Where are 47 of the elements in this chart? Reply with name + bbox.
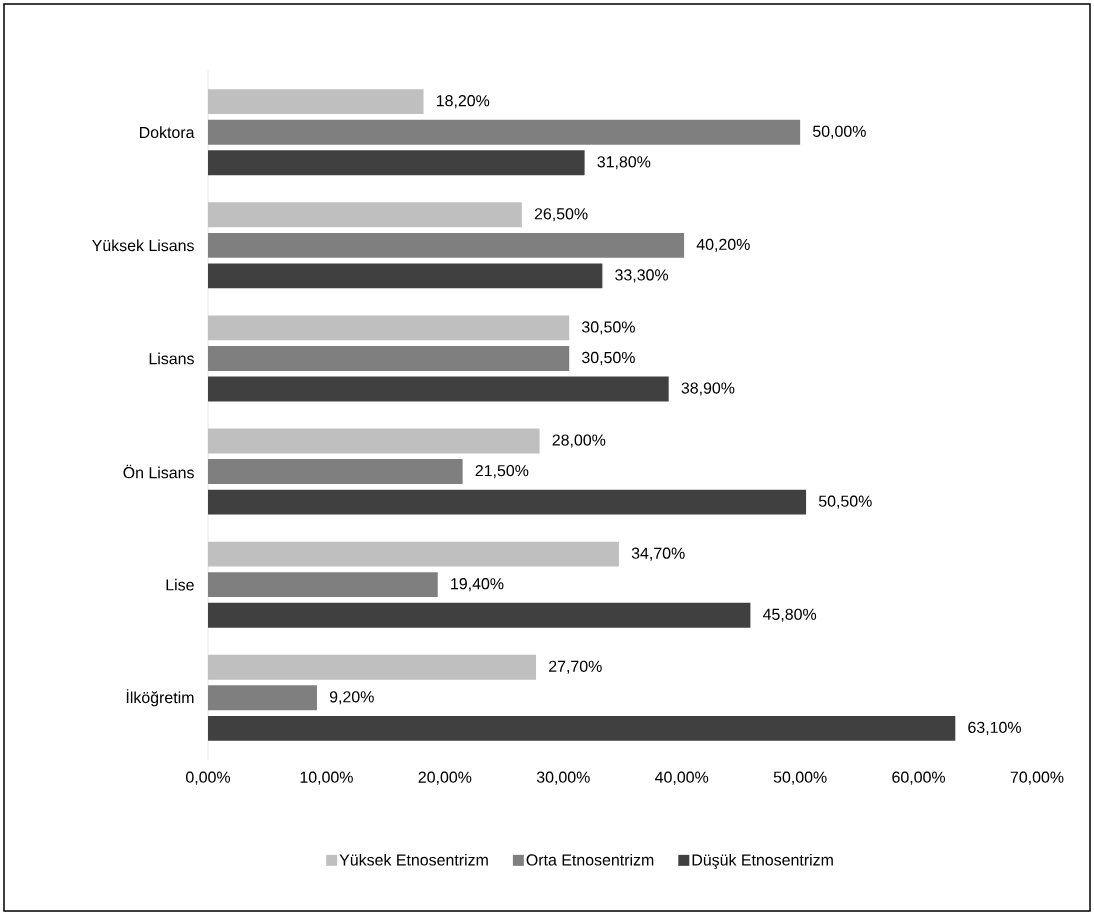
y-tick-label: Doktora [140, 126, 195, 139]
bar [208, 715, 956, 741]
bar [208, 346, 570, 371]
data-label: 30,50% [582, 351, 635, 366]
data-label: 34,70% [631, 547, 685, 561]
legend-label: Yüksek Etnosentrizm [339, 853, 488, 866]
data-label: 40,20% [696, 238, 750, 252]
bar [208, 119, 801, 145]
bar [208, 263, 603, 289]
legend-label: Düşük Etnosentrizm [692, 853, 833, 869]
legend-label: Orta Etnosentrizm [526, 853, 654, 866]
bar [208, 232, 685, 258]
data-label: 27,70% [549, 660, 602, 674]
data-label: 21,50% [475, 464, 529, 479]
bar [208, 572, 438, 598]
x-tick-label: 10,00% [300, 771, 353, 785]
x-tick-label: 60,00% [892, 771, 946, 785]
x-tick-label: 0,00% [186, 771, 231, 785]
y-tick-label: Lisans [149, 352, 194, 365]
data-label: 19,40% [451, 578, 504, 592]
bar [208, 489, 807, 515]
bar [208, 459, 463, 484]
y-tick-label: İlköğretim [126, 689, 194, 707]
data-label: 9,20% [329, 691, 374, 705]
data-label: 26,50% [534, 208, 588, 222]
bar [208, 685, 317, 711]
data-label: 63,10% [968, 721, 1021, 735]
data-label: 33,30% [615, 269, 669, 283]
x-tick-label: 30,00% [536, 771, 590, 785]
data-label: 31,80% [597, 156, 651, 170]
x-tick-label: 20,00% [418, 771, 472, 785]
data-label: 38,90% [681, 382, 735, 396]
data-label: 45,80% [762, 608, 817, 622]
bar [208, 150, 585, 176]
bar [208, 376, 669, 402]
x-tick-label: 70,00% [1010, 771, 1064, 785]
data-label: 50,00% [812, 125, 866, 139]
x-tick-label: 40,00% [655, 771, 709, 785]
y-tick-label: Yüksek Lisans [92, 239, 194, 252]
data-label: 50,50% [818, 495, 872, 509]
y-tick-label: Ön Lisans [123, 464, 194, 479]
bar [208, 602, 751, 628]
data-label: 28,00% [552, 434, 606, 448]
data-label: 18,20% [436, 95, 490, 109]
data-label: 30,50% [582, 321, 635, 335]
y-tick-label: Lise [166, 578, 194, 591]
x-tick-label: 50,00% [773, 771, 827, 785]
